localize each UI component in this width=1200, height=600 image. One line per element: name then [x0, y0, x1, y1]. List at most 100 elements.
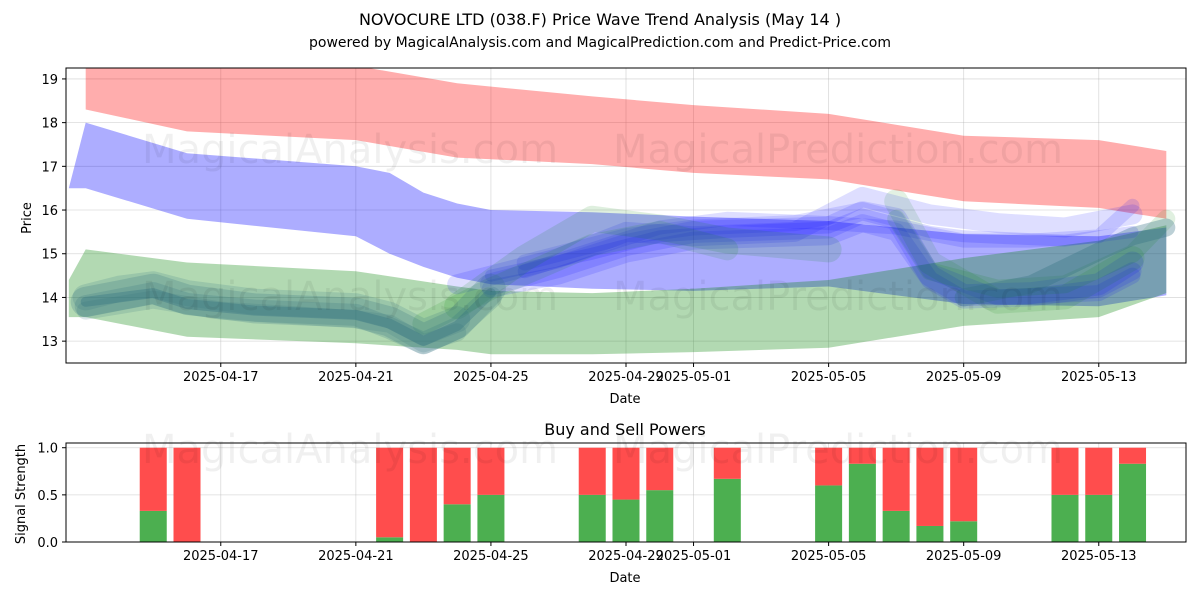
sell-bar: [409, 447, 437, 542]
price-y-tick-label: 14: [41, 291, 58, 306]
sell-bar: [477, 447, 505, 495]
price-y-tick-label: 13: [41, 335, 58, 350]
sell-bar: [815, 447, 843, 486]
signal-panel-title: Buy and Sell Powers: [544, 420, 706, 439]
chart-subtitle: powered by MagicalAnalysis.com and Magic…: [309, 35, 891, 51]
watermark-prediction: MagicalPrediction.com: [613, 427, 1063, 473]
buy-bar: [612, 499, 640, 542]
price-band-blue: [68, 122, 1167, 307]
price-y-tick-label: 15: [41, 248, 58, 263]
price-wave-blue: [517, 198, 1140, 279]
signal-watermarks: MagicalAnalysis.com MagicalPrediction.co…: [142, 427, 1063, 473]
price-x-tick-label: 2025-04-25: [453, 370, 529, 385]
signal-x-tick-label: 2025-05-09: [926, 549, 1002, 564]
price-x-tick-label: 2025-05-09: [926, 370, 1002, 385]
price-wave-blue: [484, 208, 1139, 282]
sell-bar: [882, 447, 910, 511]
buy-bar: [477, 494, 505, 542]
sell-bar: [848, 447, 876, 464]
price-x-axis-label: Date: [609, 392, 640, 407]
price-waves: [70, 186, 1176, 355]
price-axes: 13 14 15 16 17 18 19 2025-04-17 2025-04-21 2025-0…: [41, 67, 1187, 385]
price-wave-blue: [479, 201, 1144, 307]
signal-y-tick-label: 0.5: [37, 489, 58, 504]
price-wave-teal: [76, 290, 467, 353]
sell-bar: [443, 447, 471, 505]
sell-bar: [713, 447, 741, 479]
price-wave-blue: [447, 186, 1143, 295]
signal-panel: Buy and Sell Powers MagicalAnalysis.com …: [14, 420, 1187, 586]
price-band-red: [85, 68, 1167, 219]
buy-bar: [1051, 494, 1079, 542]
buy-bar: [950, 521, 978, 542]
signal-x-tick-label: 2025-04-17: [183, 549, 259, 564]
price-bands: [68, 68, 1167, 355]
sell-bar: [139, 447, 167, 511]
buy-bar: [882, 510, 910, 542]
buy-bar: [713, 478, 741, 542]
sell-bar: [376, 447, 404, 538]
sell-bar: [1119, 447, 1147, 464]
price-wave-teal: [954, 218, 1176, 307]
buy-bar: [578, 494, 606, 542]
sell-bar: [950, 447, 978, 522]
sell-bar: [916, 447, 944, 526]
signal-x-tick-label: 2025-04-29: [588, 549, 664, 564]
buy-bar: [916, 525, 944, 542]
price-x-tick-label: 2025-04-21: [318, 370, 394, 385]
signal-axes: 0.0 0.5 1.0 2025-04-17 2025-04-21 2025-04-25 2…: [37, 442, 1187, 564]
buy-bar: [646, 490, 674, 542]
price-x-tick-label: 2025-05-01: [656, 370, 732, 385]
buy-bar: [848, 463, 876, 542]
watermark-analysis: MagicalAnalysis.com: [142, 274, 558, 320]
sell-bar: [612, 447, 640, 500]
buy-bar: [1085, 494, 1113, 542]
price-wave-green: [887, 209, 1176, 298]
price-y-axis-label: Price: [20, 202, 35, 234]
price-watermarks: MagicalAnalysis.com MagicalPrediction.co…: [142, 127, 1063, 320]
price-y-tick-label: 16: [41, 204, 58, 219]
price-y-tick-label: 19: [41, 73, 58, 88]
price-x-tick-label: 2025-05-13: [1061, 370, 1137, 385]
price-wave-green: [444, 205, 842, 320]
price-band-green: [68, 225, 1167, 355]
signal-x-axis-label: Date: [609, 571, 640, 586]
buy-bar: [815, 485, 843, 542]
price-wave-teal: [72, 271, 471, 346]
price-x-tick-label: 2025-05-05: [791, 370, 867, 385]
watermark-prediction: MagicalPrediction.com: [613, 274, 1063, 320]
signal-y-axis-label: Signal Strength: [14, 444, 29, 544]
sell-bar: [1051, 447, 1079, 495]
buy-bar: [139, 510, 167, 542]
price-wave-teal: [70, 273, 506, 354]
chart-title: NOVOCURE LTD (038.F) Price Wave Trend An…: [359, 10, 841, 29]
price-panel: MagicalAnalysis.com MagicalPrediction.co…: [20, 67, 1187, 407]
price-y-tick-label: 17: [41, 160, 58, 175]
sell-bar: [646, 447, 674, 491]
buy-bar: [443, 504, 471, 542]
price-wave-green: [412, 220, 739, 335]
signal-y-tick-label: 1.0: [37, 442, 58, 457]
watermark-analysis: MagicalAnalysis.com: [142, 427, 558, 473]
watermark-prediction: MagicalPrediction.com: [613, 127, 1063, 173]
signal-x-tick-label: 2025-04-21: [318, 549, 394, 564]
price-wave-green: [884, 189, 1145, 314]
price-wave-blue: [516, 202, 1141, 306]
buy-bar: [376, 537, 404, 542]
signal-bars: [139, 447, 1147, 542]
price-wave-teal: [74, 282, 502, 355]
price-grid: [66, 68, 1186, 363]
price-y-tick-label: 18: [41, 117, 58, 132]
buy-bar: [1119, 463, 1147, 542]
sell-bar: [578, 447, 606, 495]
signal-x-tick-label: 2025-04-25: [453, 549, 529, 564]
sell-bar: [1085, 447, 1113, 495]
signal-x-tick-label: 2025-05-13: [1061, 549, 1137, 564]
price-x-tick-label: 2025-04-17: [183, 370, 259, 385]
signal-x-tick-label: 2025-05-01: [656, 549, 732, 564]
price-x-tick-label: 2025-04-29: [588, 370, 664, 385]
signal-x-tick-label: 2025-05-05: [791, 549, 867, 564]
sell-bar: [173, 447, 201, 542]
watermark-analysis: MagicalAnalysis.com: [142, 127, 558, 173]
